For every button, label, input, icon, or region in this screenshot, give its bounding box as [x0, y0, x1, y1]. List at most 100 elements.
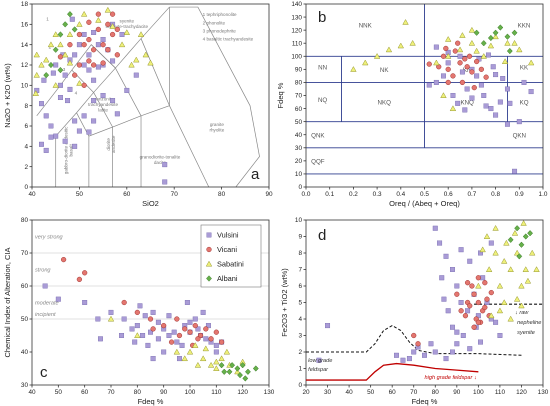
vulsini-point [440, 73, 446, 79]
sabatini-point [468, 26, 476, 33]
field-label: 3 phonodephrite [203, 28, 237, 33]
albani-point [221, 368, 228, 375]
vicani-point [415, 341, 421, 347]
vulsini-point [53, 62, 59, 68]
field-label: 1 tephriphonolite [203, 12, 237, 17]
y-tick-label: 70 [295, 93, 303, 100]
albani-point [492, 29, 499, 36]
vicani-point [192, 323, 198, 329]
vulsini-point [100, 93, 106, 98]
vulsini-point [81, 32, 87, 37]
vulsini-point [480, 275, 486, 281]
field-number-label: 1 [46, 16, 49, 21]
field-label: trachyte-trachydacite [105, 24, 148, 29]
y-tick-label: 2 [298, 349, 302, 356]
x-tick-label: 80 [134, 389, 142, 396]
sabatini-point [47, 41, 55, 48]
sabatini-point [104, 6, 112, 13]
sabatini-point [520, 220, 527, 226]
vicani-point [411, 332, 417, 339]
annotation-high-grade: high grade feldspar ↓ [425, 375, 477, 381]
vulsini-point [91, 29, 97, 35]
category-label: very strong [35, 235, 64, 241]
vicani-point [76, 62, 83, 68]
y-axis-title: Fdeq % [276, 82, 285, 108]
vulsini-point [200, 309, 206, 315]
vulsini-point [465, 308, 471, 314]
classification-field-line [88, 105, 210, 188]
sabatini-point [518, 302, 525, 309]
y-tick-label: 70 [21, 250, 29, 257]
vicani-point [121, 299, 127, 306]
x-tick-label: 0.6 [444, 191, 453, 198]
sabatini-point [522, 266, 529, 272]
vulsini-point [205, 323, 211, 329]
y-axis-title: Chemical Index of Alteration, CIA [3, 247, 12, 357]
low-grade-feldspar-line [306, 325, 522, 356]
vicani-point [82, 270, 88, 276]
vulsini-point [72, 118, 78, 124]
field-label: 4 basaltic trachyandesite [203, 37, 254, 42]
y-tick-label: 110 [292, 40, 303, 47]
sabatini-point [511, 39, 518, 46]
sabatini-point [479, 246, 486, 253]
classification-field-line [93, 92, 113, 128]
sabatini-point [66, 59, 74, 66]
y-tick-label: 80 [295, 80, 303, 87]
albani-point [522, 233, 529, 240]
vulsini-point [62, 138, 68, 144]
vulsini-point [437, 240, 443, 246]
vicani-point [105, 47, 111, 53]
x-tick-label: 120 [516, 389, 527, 396]
sabatini-point [456, 46, 464, 53]
vicani-point [471, 85, 477, 91]
albani-point [226, 368, 233, 375]
field-number-label: 3 [63, 67, 66, 72]
vicani-point [91, 62, 97, 68]
sabatini-point [373, 53, 381, 59]
y-tick-label: 10 [21, 83, 29, 90]
sabatini-point [173, 348, 181, 355]
sabatini-point [32, 90, 39, 96]
sabatini-point [507, 266, 514, 272]
albani-point [237, 371, 243, 379]
vulsini-point [162, 179, 168, 185]
vicani-point [464, 280, 471, 286]
sabatini-point [194, 361, 202, 368]
vulsini-point [497, 99, 503, 105]
vicani-point [475, 319, 481, 325]
vulsini-point [184, 300, 190, 305]
vulsini-point [478, 339, 483, 345]
vicani-point [455, 40, 461, 46]
vicani-point [483, 74, 489, 80]
vulsini-point [512, 168, 518, 174]
vicani-point [475, 275, 481, 281]
vulsini-point [478, 82, 484, 88]
sabatini-point [475, 282, 482, 289]
zone-label: KQ [520, 100, 529, 107]
sabatini-point [504, 39, 511, 46]
sabatini-point [33, 71, 40, 78]
sabatini-point [397, 42, 404, 49]
sabatini-point [107, 315, 115, 322]
vicani-point [95, 11, 101, 17]
x-tick-label: 0.7 [467, 191, 476, 198]
y-tick-label: 1 [298, 366, 302, 373]
sabatini-point [43, 56, 50, 63]
panel-letter: d [318, 227, 326, 244]
vulsini-point [81, 62, 87, 68]
vulsini-point [454, 283, 460, 289]
panel-b: 0.0 0.1 0.2 0.3 0.4 0.5 0.6 0.7 0.8 0.9 1.0 0 10 20 30… [276, 1, 548, 208]
x-tick-label: 50 [55, 389, 63, 396]
x-tick-label: 0.8 [491, 191, 500, 198]
sabatini-point [142, 51, 149, 58]
vicani-point [57, 54, 64, 60]
vulsini-point [394, 352, 399, 358]
vicani-point [440, 53, 447, 59]
vulsini-point [426, 82, 432, 88]
vulsini-point [91, 118, 97, 124]
vulsini-point [179, 342, 185, 348]
vicani-point [109, 11, 116, 17]
vulsini-point [481, 93, 487, 98]
albani-point [497, 24, 504, 31]
